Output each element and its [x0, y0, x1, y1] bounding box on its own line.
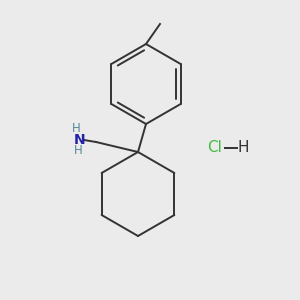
- Text: Cl: Cl: [208, 140, 222, 155]
- Text: H: H: [74, 145, 82, 158]
- Text: H: H: [72, 122, 80, 134]
- Text: N: N: [74, 133, 86, 147]
- Text: H: H: [237, 140, 249, 155]
